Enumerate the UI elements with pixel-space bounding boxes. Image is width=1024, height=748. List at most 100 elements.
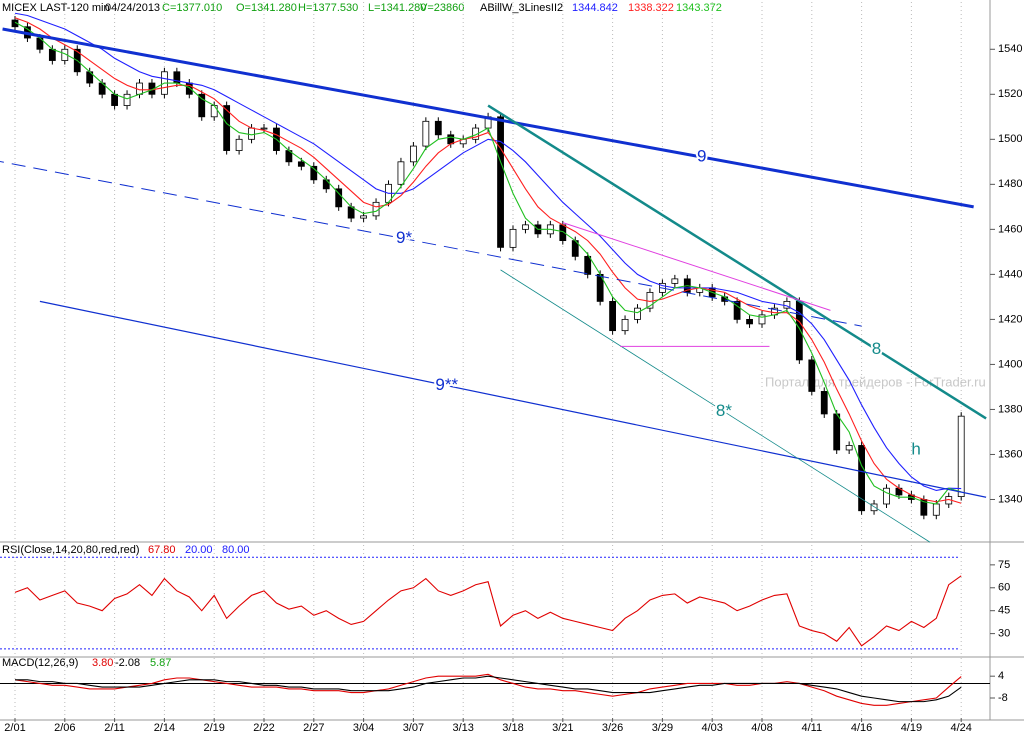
y-tick-label: 1440 xyxy=(998,268,1022,280)
indicator-name: ABillW_3LinesII2 xyxy=(480,2,563,14)
y-tick-label: 1460 xyxy=(998,223,1022,235)
candle-body xyxy=(522,224,529,230)
candle-body xyxy=(845,445,853,451)
trendline-label: 9** xyxy=(435,375,458,394)
candle-body xyxy=(260,127,268,130)
x-tick-label: 2/22 xyxy=(253,722,274,734)
trendline xyxy=(39,300,987,498)
trendline-label: 9 xyxy=(697,147,706,166)
trendline xyxy=(487,104,987,420)
legend-value: 3.80 xyxy=(92,657,113,669)
x-tick-label: 3/21 xyxy=(552,722,573,734)
candle-body xyxy=(310,165,318,181)
candle-body xyxy=(409,145,417,163)
rsi-title: RSI(Close,14,20,80,red,red) xyxy=(2,544,140,556)
candle-body xyxy=(957,415,965,497)
trendline xyxy=(562,222,831,311)
candle-body xyxy=(322,179,330,190)
candle-body xyxy=(621,318,629,332)
candle-body xyxy=(833,413,841,451)
candle-body xyxy=(48,48,56,61)
header-volume: V=23860 xyxy=(420,2,464,14)
trendline-label: 8* xyxy=(716,401,732,420)
chart-title: MICEX LAST-120 min xyxy=(2,2,110,14)
candle-body xyxy=(783,300,791,309)
x-tick-label: 2/01 xyxy=(4,722,25,734)
x-tick-label: 2/06 xyxy=(54,722,75,734)
y-tick-label: 75 xyxy=(998,559,1010,571)
candle-body xyxy=(335,188,343,208)
x-tick-label: 4/16 xyxy=(851,722,872,734)
candle-body xyxy=(372,201,380,217)
candle-body xyxy=(223,105,231,151)
date: 04/24/2013 xyxy=(105,2,160,14)
series-line xyxy=(14,12,962,492)
candle-body xyxy=(820,391,828,415)
header-high: H=1377.530 xyxy=(298,2,358,14)
y-tick-label: 1400 xyxy=(998,358,1022,370)
series-line xyxy=(14,575,962,647)
series-line xyxy=(15,675,962,703)
legend-value: 1343.372 xyxy=(676,2,722,14)
series-line xyxy=(14,17,962,504)
header-close: C=1377.010 xyxy=(162,2,222,14)
candle-body xyxy=(646,291,654,309)
trendline xyxy=(2,27,974,209)
candle-body xyxy=(808,359,816,392)
candle-body xyxy=(733,300,741,320)
x-tick-label: 3/13 xyxy=(452,722,473,734)
x-tick-label: 4/08 xyxy=(751,722,772,734)
trendline-label: 8 xyxy=(872,339,881,358)
candle-body xyxy=(509,228,517,248)
y-tick-label: -8 xyxy=(998,692,1008,704)
y-tick-label: 4 xyxy=(998,670,1004,682)
y-tick-label: 1360 xyxy=(998,448,1022,460)
candle-body xyxy=(397,161,405,185)
series-line xyxy=(14,21,962,505)
legend-value: 1344.842 xyxy=(572,2,618,14)
x-tick-label: 2/14 xyxy=(154,722,175,734)
trendline-label: 9* xyxy=(396,228,412,247)
y-tick-label: 30 xyxy=(998,628,1010,640)
candle-body xyxy=(609,300,616,332)
x-tick-label: 2/11 xyxy=(104,722,125,734)
candle-body xyxy=(584,255,592,275)
candle-body xyxy=(870,503,878,512)
candle-body xyxy=(235,138,243,151)
x-tick-label: 3/29 xyxy=(652,722,673,734)
y-tick-label: 1540 xyxy=(998,43,1022,55)
macd-title: MACD(12,26,9) xyxy=(2,657,78,669)
legend-value: 1338.322 xyxy=(628,2,674,14)
trendline xyxy=(500,269,931,543)
candle-body xyxy=(185,82,193,95)
candle-body xyxy=(634,307,641,320)
legend-value: -2.08 xyxy=(115,657,140,669)
candle-body xyxy=(123,93,131,106)
x-tick-label: 3/18 xyxy=(502,722,523,734)
legend-value: 67.80 xyxy=(148,544,176,556)
macd-histogram-label: 5.87 xyxy=(150,657,171,669)
level-label: 80.00 xyxy=(222,544,250,556)
x-tick-label: 4/11 xyxy=(802,722,823,734)
x-tick-label: 4/24 xyxy=(950,722,971,734)
candle-body xyxy=(422,120,430,147)
header-open: O=1341.280 xyxy=(236,2,297,14)
y-tick-label: 1380 xyxy=(998,403,1022,415)
candle-body xyxy=(297,161,305,167)
annotation: h xyxy=(911,439,920,458)
y-tick-label: 45 xyxy=(998,605,1010,617)
x-tick-label: 3/07 xyxy=(403,722,424,734)
x-tick-label: 4/03 xyxy=(701,722,722,734)
candle-body xyxy=(210,105,218,118)
y-tick-label: 1520 xyxy=(998,88,1022,100)
candle-body xyxy=(758,314,766,325)
header-low: L=1341.280 xyxy=(368,2,426,14)
y-tick-label: 1500 xyxy=(998,133,1022,145)
y-tick-label: 1340 xyxy=(998,493,1022,505)
level-label: 20.00 xyxy=(185,544,213,556)
candle-body xyxy=(434,120,442,136)
candle-body xyxy=(671,278,679,284)
watermark: Портал для трейдеров - ForTrader.ru xyxy=(765,374,986,389)
